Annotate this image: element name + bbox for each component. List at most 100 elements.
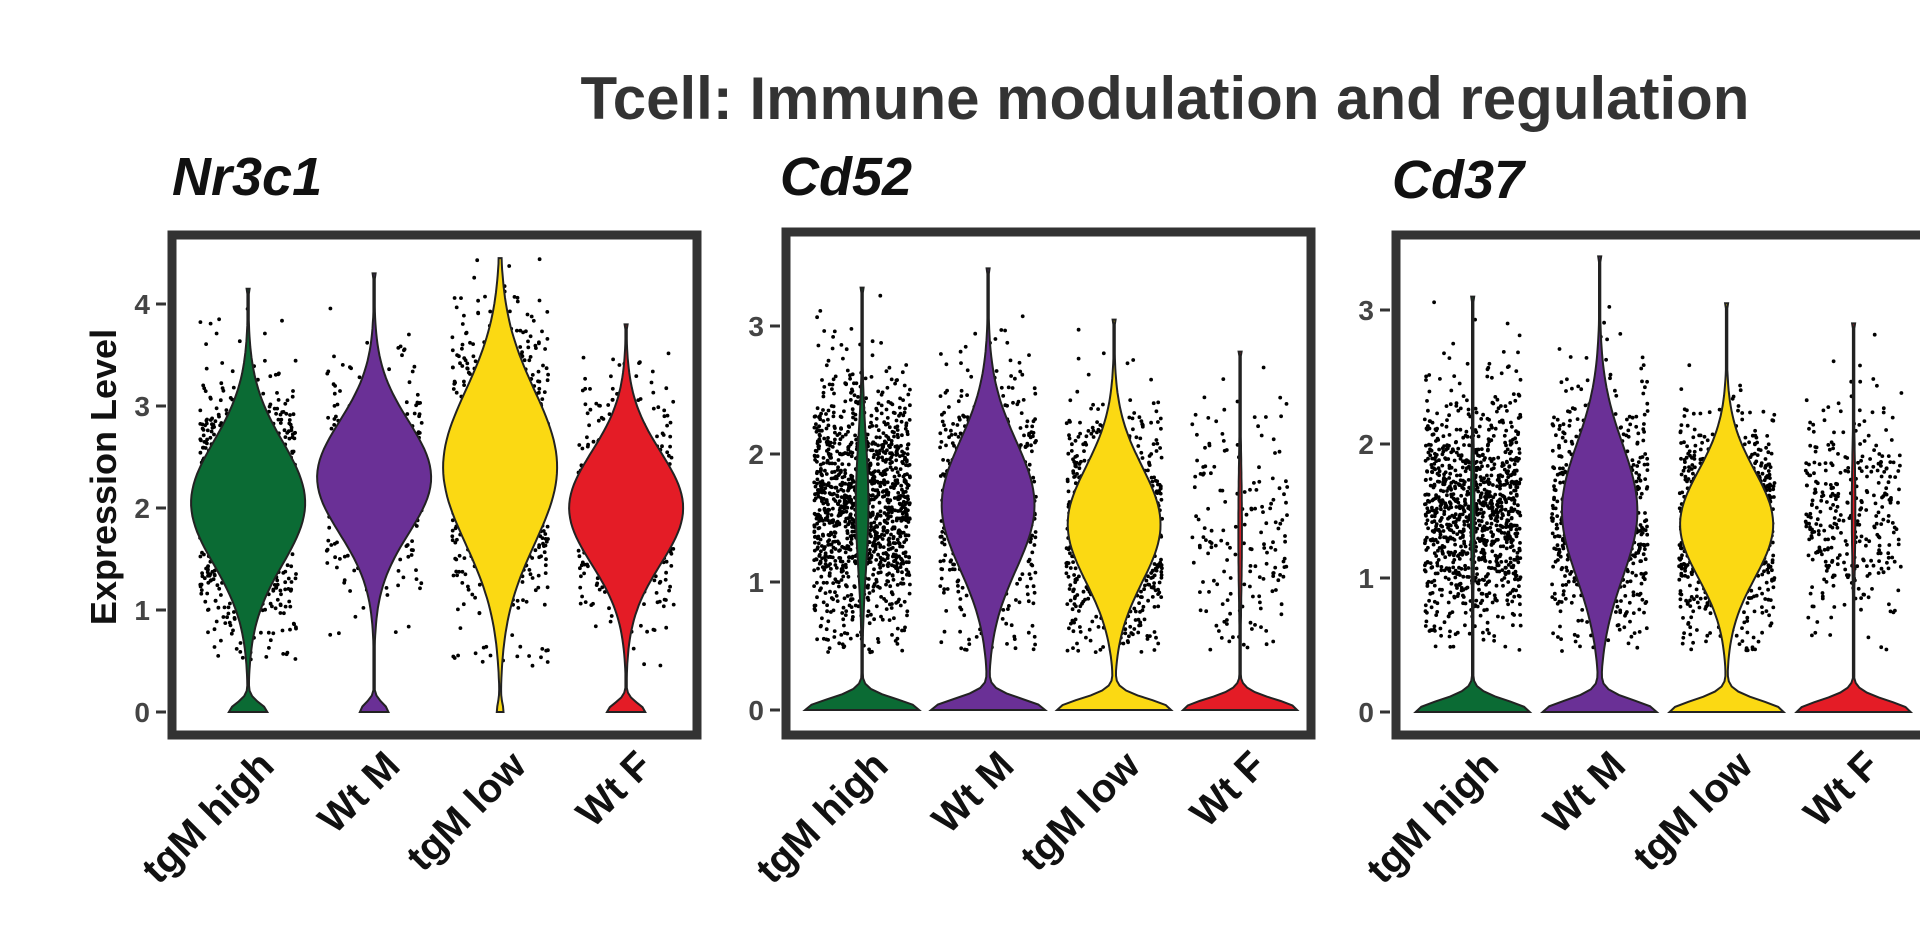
data-point	[892, 434, 896, 439]
data-point	[967, 637, 971, 642]
data-point	[831, 581, 836, 585]
data-point	[272, 583, 277, 587]
data-point	[940, 530, 945, 534]
data-point	[471, 354, 476, 359]
data-point	[577, 554, 582, 559]
data-point	[887, 365, 892, 370]
data-point	[827, 571, 832, 576]
data-point	[287, 599, 292, 604]
data-point	[879, 403, 884, 408]
data-point	[462, 379, 466, 384]
violin-group	[442, 257, 559, 713]
data-point	[993, 337, 998, 341]
data-point	[838, 506, 843, 511]
data-point	[842, 506, 847, 511]
data-point	[342, 580, 347, 585]
data-point	[826, 358, 831, 363]
data-point	[1003, 328, 1007, 333]
data-point	[892, 474, 897, 479]
data-point	[839, 343, 844, 347]
data-point	[812, 524, 817, 529]
data-point	[879, 341, 883, 345]
data-point	[396, 583, 400, 588]
data-point	[665, 450, 670, 455]
data-point	[832, 635, 837, 639]
data-point	[289, 564, 294, 569]
data-point	[831, 377, 836, 382]
data-point	[226, 611, 231, 616]
data-point	[817, 561, 822, 566]
data-point	[849, 327, 854, 331]
data-point	[1006, 607, 1010, 611]
data-point	[904, 524, 909, 529]
data-point	[974, 635, 979, 639]
data-point	[873, 529, 877, 534]
data-point	[897, 597, 901, 602]
data-point	[667, 453, 671, 458]
data-point	[662, 408, 667, 413]
data-point	[832, 329, 837, 334]
data-point	[846, 462, 851, 467]
data-point	[813, 448, 818, 453]
data-point	[940, 412, 944, 417]
data-point	[833, 430, 837, 435]
data-point	[895, 537, 900, 542]
data-point	[881, 469, 886, 474]
data-point	[938, 394, 943, 398]
data-point	[617, 363, 622, 367]
data-point	[1029, 443, 1033, 448]
data-point	[410, 539, 414, 543]
data-point	[895, 626, 900, 631]
data-point	[852, 585, 857, 589]
data-point	[823, 509, 828, 513]
data-point	[824, 412, 828, 416]
data-point	[840, 462, 845, 466]
data-point	[332, 391, 337, 396]
data-point	[840, 611, 845, 615]
data-point	[959, 646, 964, 651]
data-point	[650, 369, 655, 374]
data-point	[272, 406, 277, 411]
data-point	[849, 454, 854, 459]
data-point	[543, 571, 548, 575]
data-point	[825, 609, 829, 614]
y-tick-label: 2	[134, 493, 150, 524]
data-point	[357, 375, 362, 380]
data-point	[825, 442, 830, 447]
data-point	[221, 388, 226, 393]
y-tick-label: 1	[748, 567, 764, 598]
data-point	[546, 648, 550, 653]
data-point	[284, 652, 289, 657]
data-point	[203, 446, 208, 450]
data-point	[215, 583, 220, 588]
data-point	[892, 496, 897, 500]
data-point	[462, 383, 466, 387]
data-point	[654, 591, 659, 595]
data-point	[813, 414, 818, 419]
data-point	[542, 602, 547, 607]
data-point	[405, 543, 410, 547]
data-point	[829, 567, 833, 571]
data-point	[836, 465, 840, 470]
data-point	[476, 298, 480, 303]
data-point	[949, 428, 953, 433]
data-point	[853, 559, 857, 564]
data-point	[843, 493, 847, 498]
data-point	[417, 412, 422, 416]
data-point	[831, 476, 836, 480]
data-point	[237, 339, 242, 344]
data-point	[225, 615, 230, 620]
data-point	[283, 435, 288, 439]
data-point	[1020, 372, 1025, 377]
data-point	[825, 499, 829, 504]
data-point	[609, 614, 614, 618]
data-point	[404, 400, 409, 405]
data-point	[279, 417, 284, 422]
data-point	[637, 361, 641, 365]
data-point	[266, 630, 271, 635]
data-point	[906, 463, 911, 468]
data-point	[240, 655, 245, 660]
data-point	[198, 408, 203, 413]
data-point	[850, 521, 855, 526]
data-point	[823, 468, 827, 473]
